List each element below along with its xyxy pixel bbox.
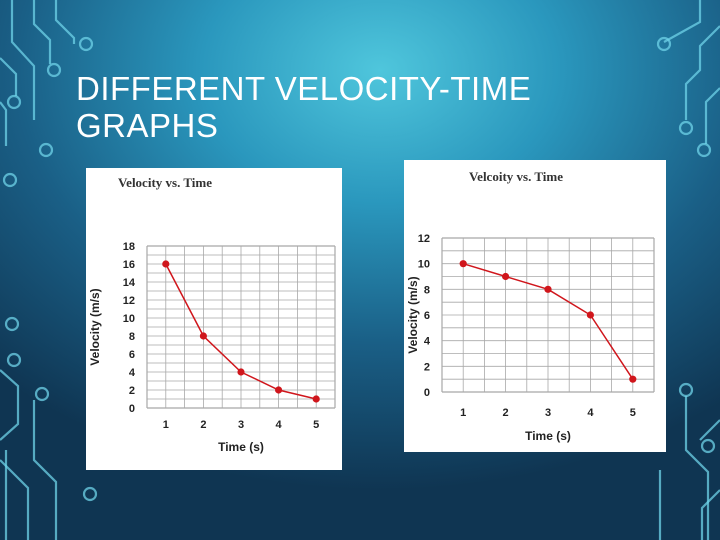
x-tick-label: 3 — [545, 407, 551, 419]
y-tick-label: 16 — [123, 259, 135, 271]
y-tick-label: 2 — [424, 361, 430, 373]
velocity-time-chart-2: Velcoity vs. Time 0 2 4 6 8 10 12 1 2 3 4 5 Time (s) V… — [404, 160, 666, 452]
y-tick-label: 10 — [418, 259, 430, 271]
data-point — [237, 368, 245, 376]
x-tick-label: 5 — [313, 419, 319, 431]
data-point — [502, 272, 510, 281]
x-axis-label: Time (s) — [218, 440, 264, 454]
y-tick-label: 14 — [123, 277, 136, 289]
y-tick-label: 8 — [424, 284, 430, 296]
y-tick-label: 4 — [129, 367, 136, 379]
x-tick-label: 4 — [587, 407, 594, 419]
x-tick-label: 1 — [163, 419, 169, 431]
data-point — [459, 260, 467, 268]
y-axis-label: Velocity (m/s) — [406, 276, 420, 353]
x-tick-label: 3 — [238, 419, 244, 431]
y-tick-label: 12 — [418, 233, 430, 245]
slide-title-line-1: DIFFERENT VELOCITY-TIME — [76, 70, 532, 107]
y-tick-label: 2 — [129, 385, 135, 397]
y-tick-label: 12 — [123, 295, 135, 307]
data-point — [162, 260, 170, 268]
y-tick-label: 18 — [123, 241, 135, 253]
velocity-time-chart-1: Velocity vs. Time 0 2 4 6 8 10 12 14 16 18 1 2 3 4 5 Tim… — [86, 168, 342, 470]
y-tick-label: 8 — [129, 331, 135, 343]
y-axis-label: Velocity (m/s) — [88, 288, 102, 365]
x-tick-label: 5 — [630, 407, 636, 419]
data-point — [312, 395, 320, 403]
y-tick-label: 4 — [424, 336, 431, 348]
chart-title: Velcoity vs. Time — [469, 169, 563, 184]
x-tick-label: 1 — [460, 407, 466, 419]
y-tick-label: 0 — [424, 387, 430, 399]
data-point — [629, 375, 637, 383]
chart-title: Velocity vs. Time — [118, 175, 212, 190]
y-tick-label: 10 — [123, 313, 135, 325]
x-tick-label: 2 — [200, 419, 206, 431]
data-point — [586, 311, 594, 319]
data-point — [199, 332, 207, 340]
x-tick-label: 2 — [503, 407, 509, 419]
x-tick-label: 4 — [276, 419, 283, 431]
data-point — [275, 386, 283, 394]
y-tick-label: 0 — [129, 403, 135, 415]
data-point — [544, 285, 552, 293]
x-axis-label: Time (s) — [525, 429, 571, 443]
y-tick-label: 6 — [424, 310, 430, 322]
slide-title-line-2: GRAPHS — [76, 107, 219, 144]
y-tick-label: 6 — [129, 349, 135, 361]
slide-title: DIFFERENT VELOCITY-TIME GRAPHS — [76, 70, 531, 144]
